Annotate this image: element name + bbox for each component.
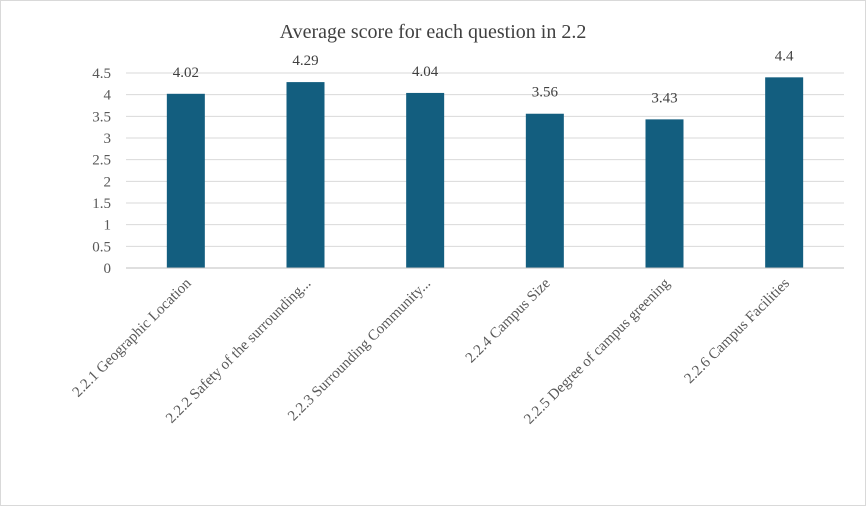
data-label: 3.43 bbox=[651, 90, 677, 106]
y-tick-label: 0 bbox=[104, 261, 112, 277]
bars bbox=[166, 77, 804, 268]
y-tick-label: 3.5 bbox=[92, 109, 111, 125]
gridlines bbox=[126, 72, 844, 247]
y-tick-label: 0.5 bbox=[92, 239, 111, 255]
data-label: 4.02 bbox=[173, 65, 199, 81]
x-category-label: 2.2.1 Geographic Location bbox=[70, 275, 195, 400]
y-tick-label: 2.5 bbox=[92, 153, 111, 169]
y-tick-label: 4 bbox=[104, 88, 112, 104]
y-tick-label: 1 bbox=[104, 218, 112, 234]
data-label: 3.56 bbox=[532, 85, 559, 101]
y-tick-label: 2 bbox=[104, 174, 112, 190]
data-label: 4.29 bbox=[292, 53, 318, 69]
bar bbox=[525, 113, 564, 268]
bar bbox=[406, 92, 445, 268]
y-tick-label: 1.5 bbox=[92, 196, 111, 212]
y-tick-label: 3 bbox=[104, 131, 112, 147]
x-category-label: 2.2.4 Campus Size bbox=[463, 275, 554, 366]
y-axis-ticks: 0 0.5 1 1.5 2 2.5 3 3.5 4 4.5 bbox=[92, 66, 111, 277]
y-tick-label: 4.5 bbox=[92, 66, 111, 82]
data-label: 4.04 bbox=[412, 64, 439, 80]
data-labels: 4.02 4.29 4.04 3.56 3.43 4.4 bbox=[173, 48, 794, 106]
bar bbox=[166, 93, 205, 268]
bar bbox=[286, 82, 325, 268]
x-category-label: 2.2.5 Degree of campus greening bbox=[521, 275, 673, 427]
x-category-label: 2.2.6 Campus Facilities bbox=[682, 275, 794, 387]
chart-title: Average score for each question in 2.2 bbox=[280, 21, 587, 43]
bar bbox=[645, 119, 684, 268]
bar bbox=[765, 77, 804, 268]
data-label: 4.4 bbox=[775, 48, 794, 64]
x-category-label: 2.2.2 Safety of the surrounding... bbox=[163, 276, 314, 427]
x-category-label: 2.2.3 Surrounding Community... bbox=[285, 276, 434, 425]
